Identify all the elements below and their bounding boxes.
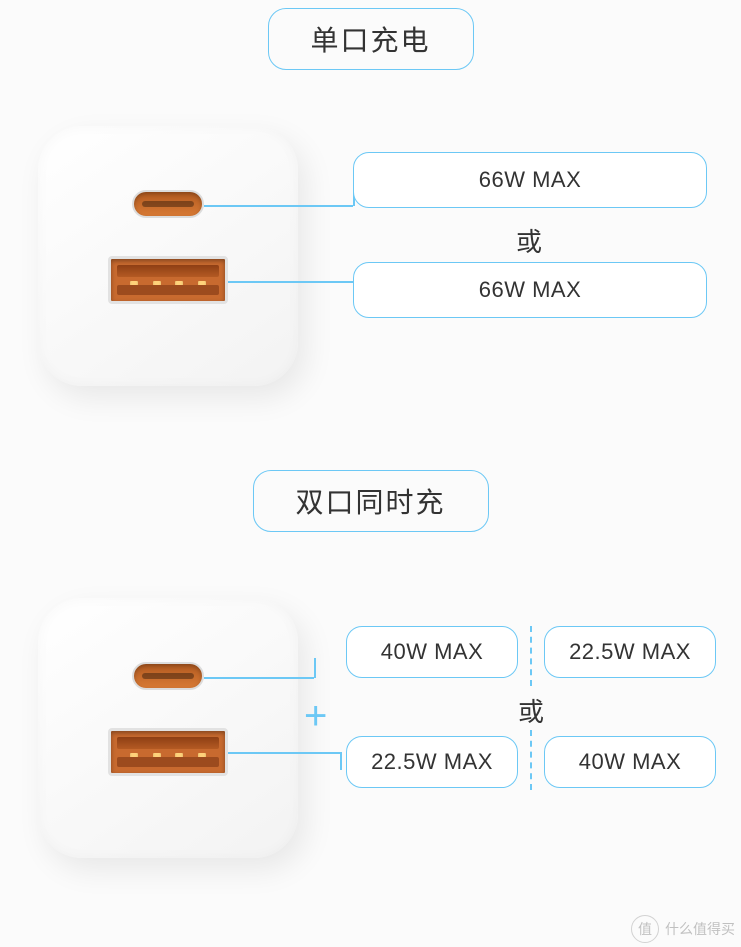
- output-pill-a: 66W MAX: [353, 262, 707, 318]
- section2-title: 双口同时充: [252, 470, 488, 532]
- connector-line: [314, 658, 316, 678]
- connector-line: [204, 677, 314, 679]
- watermark-text: 什么值得买: [665, 919, 735, 939]
- separator-or-1: 或: [516, 222, 542, 259]
- vdash: [530, 730, 532, 790]
- usb-a-port-icon: [108, 256, 228, 304]
- separator-or-2: 或: [518, 692, 544, 729]
- connector-line: [228, 281, 353, 283]
- combo1-bottom: 22.5W MAX: [346, 736, 518, 788]
- combo2-bottom: 40W MAX: [544, 736, 716, 788]
- connector-line: [228, 752, 340, 754]
- usb-a-port-icon: [108, 728, 228, 776]
- connector-line: [204, 205, 353, 207]
- charger-single: [38, 126, 298, 386]
- vdash: [530, 626, 532, 686]
- combo2-top: 22.5W MAX: [544, 626, 716, 678]
- plus-icon: +: [304, 696, 327, 736]
- output-pill-c: 66W MAX: [353, 152, 707, 208]
- charger-dual: [38, 598, 298, 858]
- connector-line: [340, 752, 342, 770]
- usb-c-port-icon: [132, 190, 204, 218]
- usb-c-port-icon: [132, 662, 204, 690]
- section1-title: 单口充电: [267, 8, 473, 70]
- watermark: 值 什么值得买: [631, 915, 735, 943]
- watermark-badge-icon: 值: [631, 915, 659, 943]
- combo1-top: 40W MAX: [346, 626, 518, 678]
